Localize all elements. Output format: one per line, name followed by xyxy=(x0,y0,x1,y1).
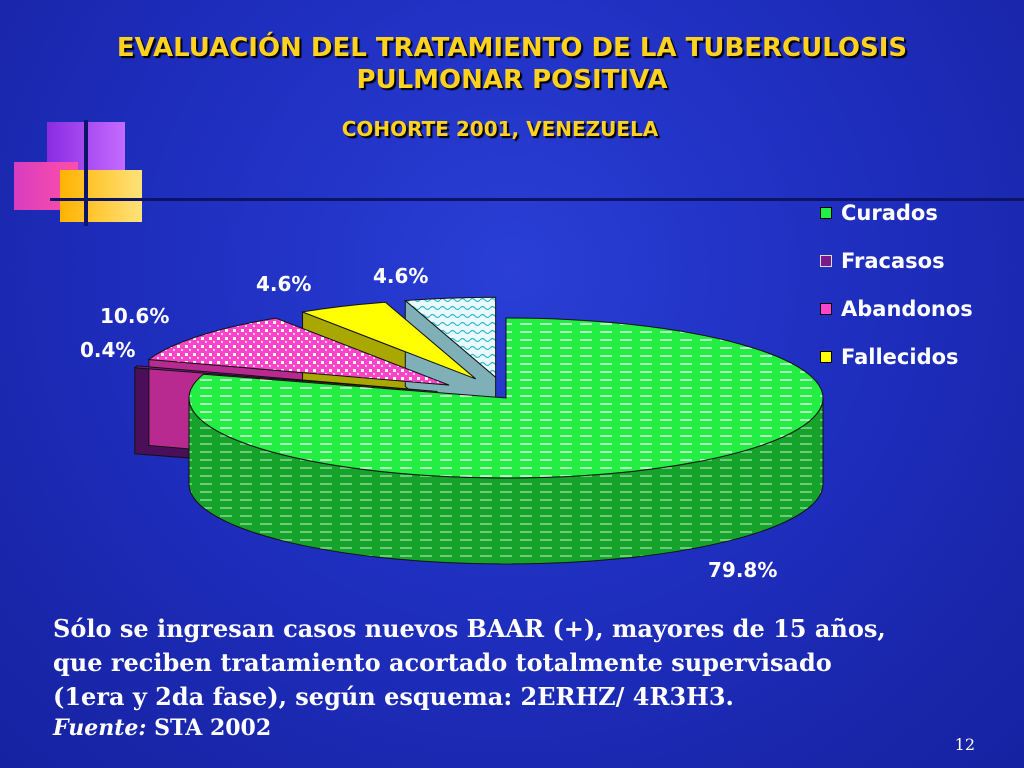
pie-chart: 79.8% 0.4% 10.6% 4.6% 4.6% xyxy=(80,264,824,582)
pie-group xyxy=(133,296,824,565)
legend-swatch-fallecidos xyxy=(820,351,832,363)
legend-swatch-fracasos xyxy=(820,255,832,267)
legend-label-curados: Curados xyxy=(841,201,938,225)
legend-swatch-curados xyxy=(820,207,832,219)
slide-subtitle: COHORTE 2001, VENEZUELA xyxy=(341,117,659,141)
pie-slice-otros xyxy=(404,296,497,379)
slide-title-line-1: EVALUACIÓN DEL TRATAMIENTO DE LA TUBERCU… xyxy=(116,33,908,63)
source-label: Fuente: xyxy=(53,715,147,741)
legend-label-abandonos: Abandonos xyxy=(841,297,973,321)
pie-slice-fallecidos xyxy=(300,301,477,380)
note-line-3: (1era y 2da fase), según esquema: 2ERHZ/… xyxy=(53,682,734,711)
note-text: Sólo se ingresan casos nuevos BAAR (+), … xyxy=(53,612,993,742)
data-label-fracasos: 0.4% xyxy=(80,338,135,362)
pie-slice-abandonos xyxy=(147,317,450,386)
legend-label-fracasos: Fracasos xyxy=(841,249,945,273)
source-value: STA 2002 xyxy=(146,715,272,741)
legend-item-curados: Curados xyxy=(820,201,938,225)
source-line: Fuente: STA 2002 xyxy=(53,714,993,742)
legend-item-abandonos: Abandonos xyxy=(820,297,973,321)
data-label-curados: 79.8% xyxy=(708,558,777,582)
page-number: 12 xyxy=(954,735,975,754)
note-line-2: que reciben tratamiento acortado totalme… xyxy=(53,648,832,677)
data-label-fallecidos: 4.6% xyxy=(256,272,311,296)
slide-title-line-2: PULMONAR POSITIVA xyxy=(356,65,668,95)
pie-slice-curados xyxy=(188,317,824,479)
legend-item-fallecidos: Fallecidos xyxy=(820,345,959,369)
decorative-squares xyxy=(0,0,1024,230)
data-labels: 79.8% 0.4% 10.6% 4.6% 4.6% xyxy=(80,264,777,582)
data-label-abandonos: 10.6% xyxy=(100,304,169,328)
pie-slice-fracasos xyxy=(133,365,438,393)
legend-swatch-abandonos xyxy=(820,303,832,315)
data-label-otros: 4.6% xyxy=(373,264,428,288)
note-line-1: Sólo se ingresan casos nuevos BAAR (+), … xyxy=(53,614,886,643)
legend-label-fallecidos: Fallecidos xyxy=(841,345,959,369)
legend-item-fracasos: Fracasos xyxy=(820,249,945,273)
